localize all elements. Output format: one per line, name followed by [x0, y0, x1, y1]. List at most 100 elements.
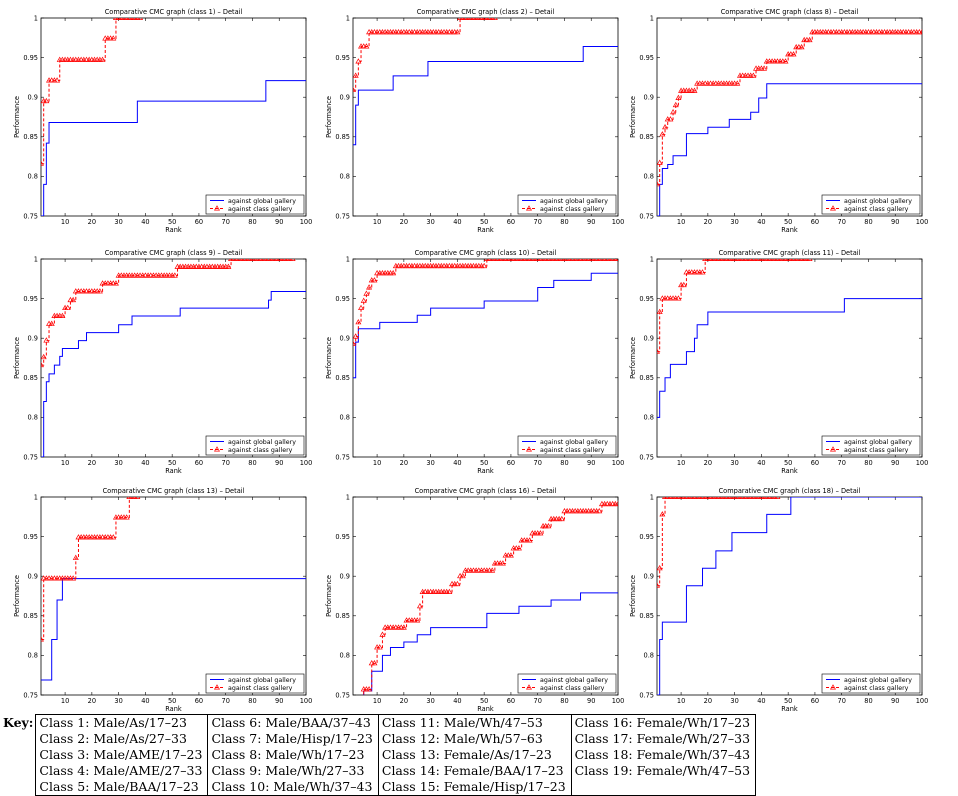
legend-global-label: against global gallery: [540, 677, 608, 684]
chart-title: Comparative CMC graph (class 1) – Detail: [105, 8, 243, 16]
x-tick-label: 100: [916, 218, 929, 226]
class-gallery-point: [750, 72, 757, 78]
x-tick-label: 10: [677, 218, 685, 226]
x-tick-label: 60: [195, 459, 203, 467]
class-gallery-point: [659, 131, 666, 137]
legend-class-label: against class gallery: [540, 447, 605, 454]
x-tick-label: 40: [141, 459, 149, 467]
class-gallery-point: [225, 263, 232, 269]
class-gallery-point: [454, 28, 461, 35]
x-tick-label: 40: [757, 459, 765, 467]
class-gallery-point: [390, 269, 397, 276]
class-gallery-point: [371, 660, 378, 666]
x-tick-label: 30: [114, 697, 122, 705]
y-tick-label: 1: [34, 493, 38, 501]
plot-frame: [656, 17, 923, 217]
x-tick-label: 90: [275, 459, 283, 467]
y-tick-label: 0.9: [644, 335, 655, 343]
x-tick-label: 60: [811, 697, 819, 705]
y-tick-label: 0.8: [28, 652, 39, 660]
class-gallery-point: [657, 564, 663, 571]
class-gallery-point: [691, 87, 698, 93]
x-axis-label: Rank: [477, 705, 494, 712]
x-tick-label: 20: [88, 459, 96, 467]
x-axis-label: Rank: [477, 226, 494, 234]
class-gallery-point: [366, 284, 373, 290]
class-gallery-series-line: [363, 503, 618, 695]
y-tick-label: 0.9: [644, 573, 655, 581]
y-tick-label: 0.75: [335, 691, 350, 699]
y-tick-label: 1: [650, 255, 654, 263]
legend-global-label: against global gallery: [228, 198, 296, 205]
key-entry: Class 10: Male/Wh/37–43: [207, 779, 379, 796]
x-tick-label: 100: [612, 459, 625, 467]
class-gallery-point: [680, 281, 687, 288]
cmc-chart-8: Comparative CMC graph (class 16) – Detai…: [325, 487, 624, 712]
x-tick-label: 70: [838, 218, 846, 226]
x-axis-label: Rank: [165, 467, 182, 475]
y-tick-label: 0.95: [335, 54, 350, 62]
class-gallery-point: [454, 580, 461, 587]
class-gallery-point: [137, 18, 144, 20]
y-tick-label: 0.75: [23, 453, 38, 461]
y-axis-label: Performance: [13, 96, 21, 138]
chart-title: Comparative CMC graph (class 2) – Detail: [417, 8, 555, 16]
class-gallery-point: [699, 269, 706, 275]
x-tick-label: 50: [480, 459, 488, 467]
x-axis-label: Rank: [781, 467, 798, 475]
x-tick-label: 30: [730, 697, 738, 705]
plot-area: [353, 259, 618, 379]
plot-frame: [352, 496, 619, 696]
class-gallery-point: [782, 58, 789, 64]
y-tick-label: 0.8: [28, 414, 39, 422]
x-tick-label: 70: [534, 459, 542, 467]
x-axis-label: Rank: [781, 226, 798, 234]
class-gallery-point: [806, 259, 813, 261]
y-axis-label: Performance: [325, 575, 333, 617]
x-tick-label: 70: [534, 218, 542, 226]
y-tick-label: 0.9: [340, 573, 351, 581]
key-entry: Class 11: Male/Wh/47–53: [377, 714, 572, 731]
x-axis-label: Rank: [165, 226, 182, 234]
x-tick-label: 80: [560, 218, 568, 226]
global-gallery-series-line: [353, 272, 618, 379]
y-tick-label: 0.85: [639, 374, 654, 382]
x-tick-label: 80: [560, 697, 568, 705]
x-tick-label: 20: [400, 697, 408, 705]
class-gallery-point: [675, 94, 682, 100]
class-gallery-point: [54, 77, 61, 83]
key-entry: Class 17: Female/Wh/27–33: [570, 731, 757, 747]
y-axis-label: Performance: [325, 337, 333, 379]
global-gallery-series-line: [657, 497, 922, 695]
class-gallery-point: [545, 522, 552, 529]
class-gallery-point: [99, 56, 106, 62]
x-tick-label: 10: [373, 218, 381, 226]
class-gallery-point: [675, 295, 682, 301]
y-tick-label: 0.8: [340, 414, 351, 422]
x-tick-label: 30: [426, 218, 434, 226]
key-entry: Class 2: Male/As/27–33: [35, 731, 209, 747]
x-tick-label: 10: [677, 459, 685, 467]
class-gallery-point: [110, 534, 117, 540]
y-tick-label: 0.95: [639, 533, 654, 541]
chart-title: Comparative CMC graph (class 18) – Detai…: [719, 487, 861, 495]
y-tick-label: 0.9: [340, 94, 351, 102]
x-tick-label: 60: [811, 459, 819, 467]
x-tick-label: 80: [560, 459, 568, 467]
class-gallery-point: [358, 304, 365, 311]
x-tick-label: 20: [704, 218, 712, 226]
x-axis-label: Rank: [165, 705, 182, 712]
y-tick-label: 0.85: [23, 374, 38, 382]
y-tick-label: 0.85: [23, 133, 38, 141]
class-gallery-point: [790, 51, 797, 57]
class-gallery-point: [72, 554, 79, 560]
class-gallery-point: [41, 353, 47, 360]
key-entry: Class 1: Male/As/17–23: [35, 714, 209, 731]
legend-class-marker: [829, 684, 837, 690]
class-gallery-point: [48, 320, 55, 326]
x-tick-label: 100: [916, 459, 929, 467]
key-row: Class 2: Male/As/27–33 Class 7: Male/Hisp…: [0, 731, 757, 747]
plot-area: [41, 497, 306, 681]
